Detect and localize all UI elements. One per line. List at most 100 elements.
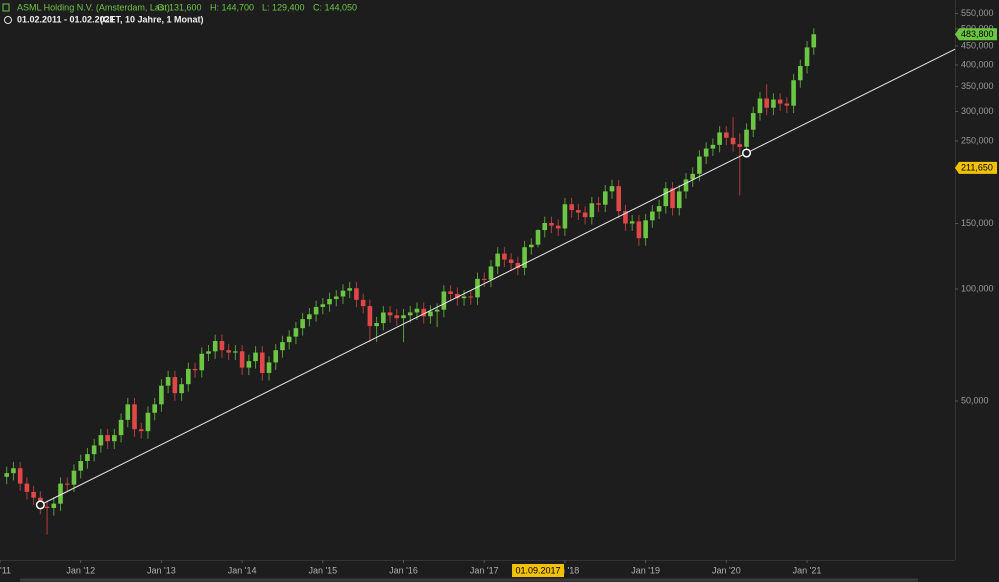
candle-body [206, 351, 211, 354]
candle-body [636, 221, 642, 239]
candle-body [105, 435, 110, 442]
y-tick-label: 50,000 [961, 395, 989, 405]
candle-body [683, 179, 689, 192]
candle-body [703, 148, 709, 157]
candle-body [555, 225, 561, 229]
candle-body [192, 368, 198, 371]
candle-body [259, 352, 265, 373]
candle-body [273, 350, 279, 363]
candle-body [488, 266, 494, 280]
candle-body [777, 99, 783, 104]
candle-body [381, 312, 386, 324]
candle-body [159, 385, 164, 405]
candle-body [293, 328, 299, 337]
symbol-icon [2, 3, 10, 12]
candle-body [307, 314, 312, 320]
candle-body [138, 429, 144, 432]
candle-body [31, 491, 36, 498]
candle-body [239, 351, 245, 368]
candle-body [529, 244, 534, 248]
candle-body [475, 278, 480, 298]
candle-body [481, 278, 487, 280]
candle-body [804, 47, 810, 67]
price-badge [955, 28, 997, 41]
candle-body [98, 435, 104, 446]
y-tick-label: 450,000 [961, 40, 994, 50]
candle-body [246, 361, 252, 368]
candle-body [629, 221, 635, 224]
x-tick-label: Jan '14 [228, 565, 257, 575]
candle-body [17, 468, 23, 484]
candle-body [354, 288, 359, 300]
candle-body [717, 132, 722, 145]
candle-body [750, 113, 756, 130]
candle-body [212, 341, 218, 352]
candle-body [697, 156, 702, 174]
x-tick-label: Jan '16 [389, 565, 418, 575]
candle-body [64, 483, 70, 485]
candle-body [650, 211, 655, 221]
candle-body [165, 377, 171, 386]
candle-body [179, 384, 184, 394]
candle-body [347, 288, 353, 291]
candle-body [535, 230, 541, 245]
instrument-title: ASML Holding N.V. (Amsterdam, Last) [17, 2, 170, 12]
trendline-anchor [741, 148, 752, 158]
candle-body [300, 319, 305, 329]
candle-body [448, 291, 453, 294]
candle-body [58, 483, 63, 504]
candle-body [522, 247, 527, 268]
candle-body [125, 404, 131, 420]
candle-body [360, 299, 366, 307]
candle-body [333, 296, 339, 300]
candle-body [78, 461, 84, 471]
candle-body [670, 188, 675, 209]
candle-body [569, 204, 574, 211]
candle-body [172, 377, 178, 394]
candle-body [313, 306, 319, 315]
candle-body [44, 506, 50, 508]
candle-body [730, 137, 736, 145]
x-tick-label: Jan '20 [712, 565, 741, 575]
price-badge-label: 483,800 [961, 29, 994, 39]
trendline [40, 48, 956, 506]
candle-body [387, 312, 393, 316]
candle-body [71, 470, 77, 485]
y-tick-label: 300,000 [961, 106, 994, 116]
price-badge [955, 161, 997, 174]
candle-body [690, 173, 696, 180]
x-tick-label: Jan '21 [793, 565, 822, 575]
candle-body [609, 186, 615, 192]
x-tick-label: Jan '13 [147, 565, 176, 575]
y-tick-label: 550,000 [961, 8, 994, 18]
candle-body [468, 296, 474, 298]
candle-body [656, 206, 662, 212]
candle-body [327, 299, 332, 305]
candle-body [663, 188, 669, 207]
x-tick-label: Jan '18 [551, 565, 580, 575]
ohlc-open: O: 131,600 [157, 2, 202, 12]
candle-body [710, 144, 716, 149]
candle-body [596, 203, 601, 205]
candle-body [602, 191, 608, 205]
candle-body [219, 341, 225, 351]
candle-body [549, 222, 554, 226]
candle-body [367, 306, 373, 327]
candle-body [51, 503, 57, 508]
candle-body [623, 211, 628, 224]
candle-body [576, 210, 581, 213]
candle-body [811, 34, 817, 48]
candle-body [24, 483, 30, 492]
candle-body [757, 98, 763, 114]
candle-body [434, 309, 440, 312]
candle-body [280, 342, 285, 351]
price-badge-label: 211,650 [961, 163, 993, 173]
candle-body [441, 291, 447, 310]
candle-body [152, 404, 157, 413]
candle-body [764, 98, 769, 108]
candle-body [502, 253, 507, 260]
x-tick-label: Jan '15 [308, 565, 337, 575]
candle-body [508, 259, 514, 263]
